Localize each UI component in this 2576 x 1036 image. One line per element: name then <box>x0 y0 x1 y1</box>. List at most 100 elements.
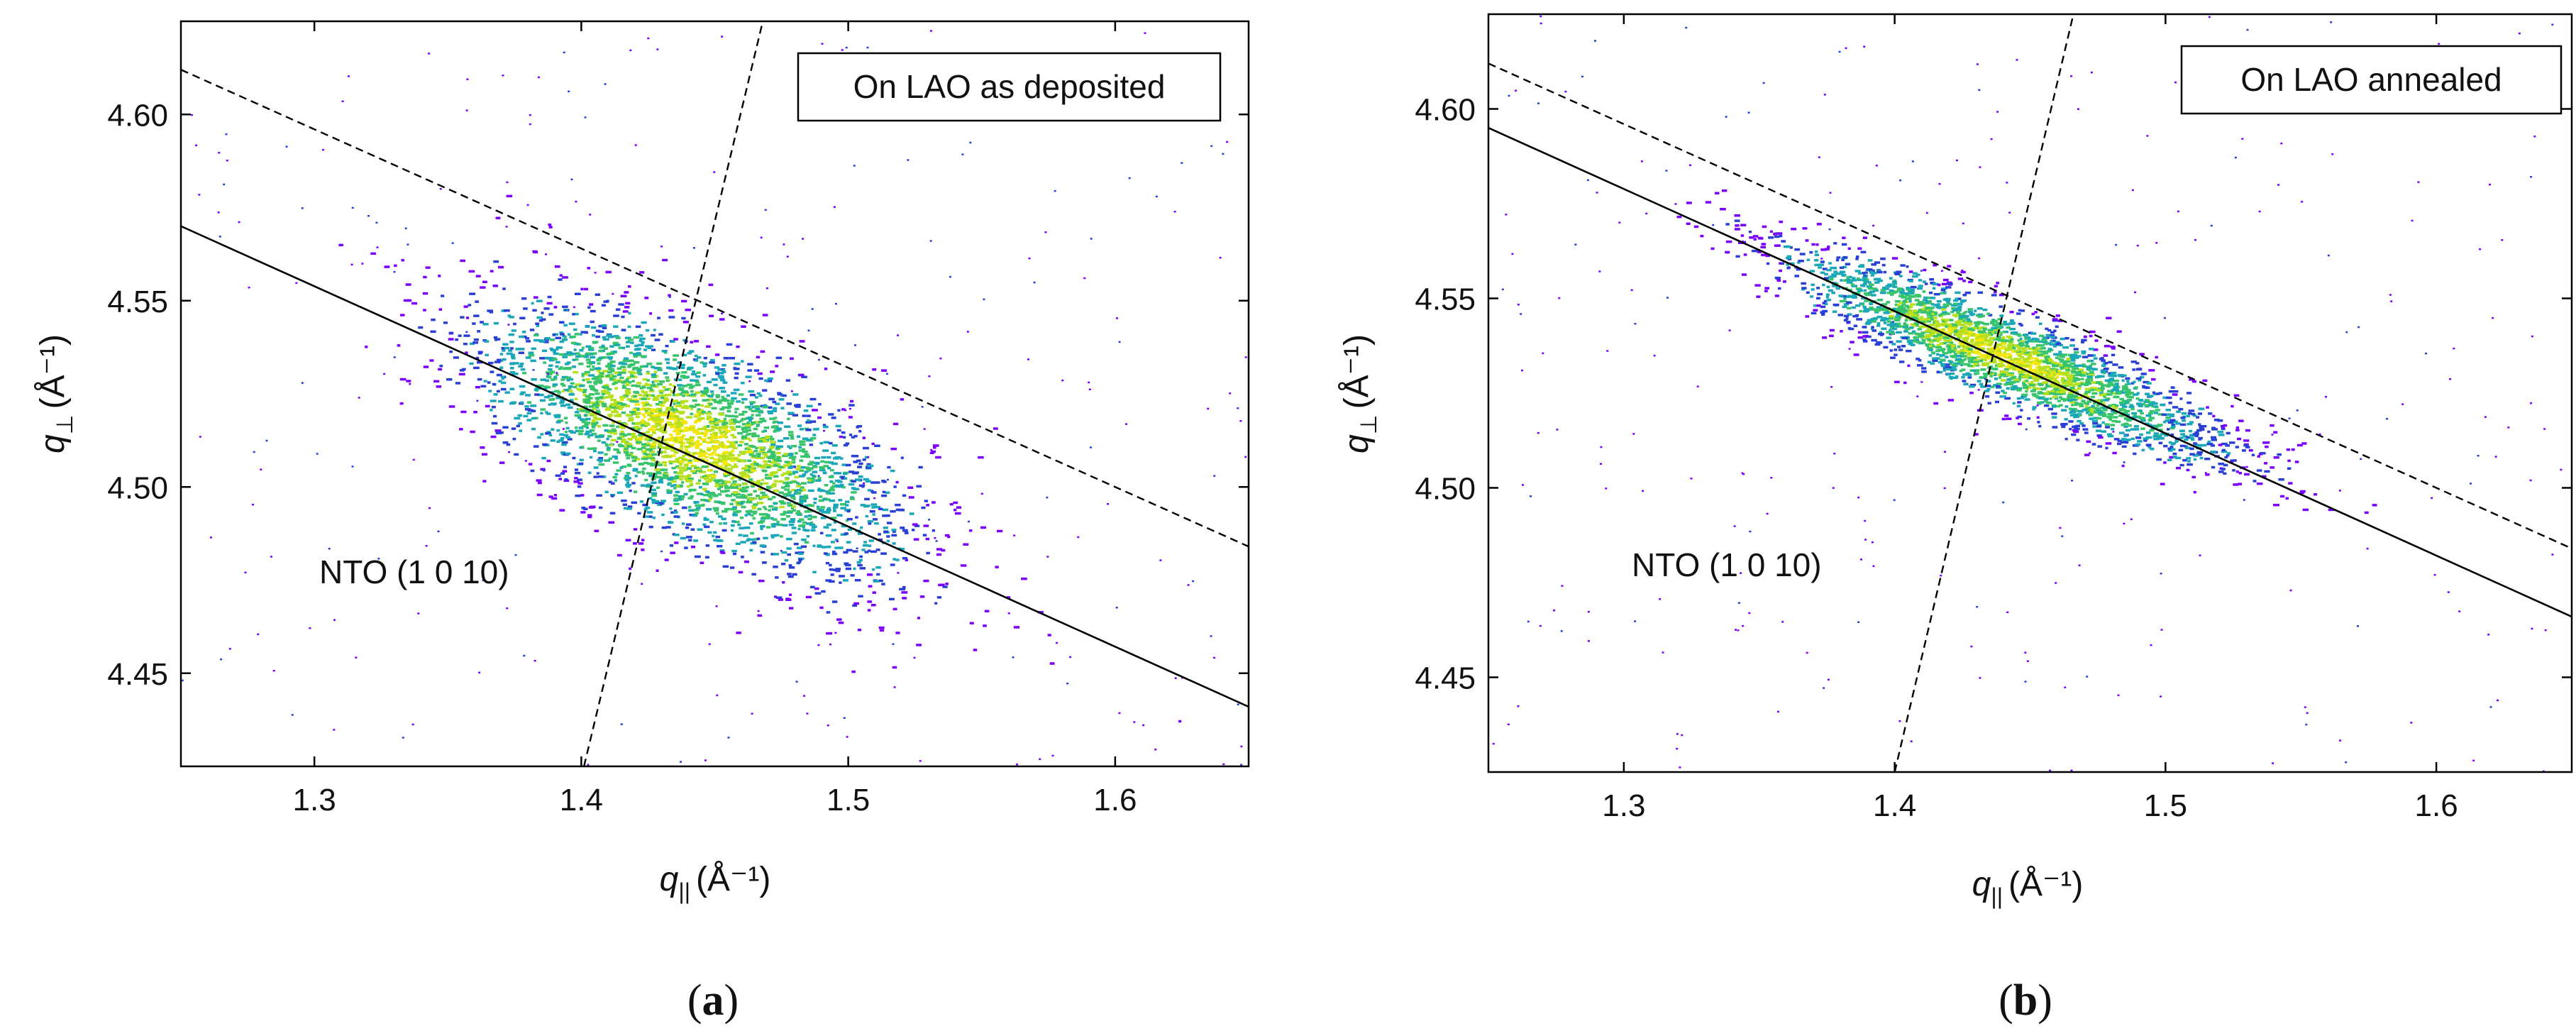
scatter-point <box>730 459 736 463</box>
scatter-point <box>643 452 646 456</box>
scatter-point <box>1842 255 1848 259</box>
scatter-point <box>630 341 634 344</box>
scatter-point <box>718 460 723 463</box>
scatter-point <box>1871 326 1874 329</box>
scatter-point <box>393 270 396 273</box>
scatter-point <box>2182 435 2188 438</box>
scatter-point <box>669 490 673 492</box>
scatter-point <box>678 437 685 441</box>
scatter-point <box>1776 279 1781 282</box>
scatter-point <box>2048 361 2055 365</box>
scatter-point <box>812 470 818 473</box>
scatter-point <box>665 443 670 446</box>
scatter-point <box>634 360 640 364</box>
scatter-point <box>785 597 790 600</box>
scatter-point <box>721 453 725 456</box>
scatter-point <box>798 558 802 561</box>
scatter-point <box>680 496 685 499</box>
scatter-point <box>629 49 632 52</box>
scatter-point <box>741 417 746 421</box>
scatter-point <box>566 361 571 364</box>
scatter-point <box>562 335 566 338</box>
peak-annotation: NTO (1 0 10) <box>319 553 509 590</box>
scatter-point <box>629 567 632 571</box>
scatter-point <box>1842 305 1847 309</box>
scatter-point <box>1857 336 1863 339</box>
scatter-point <box>568 387 572 390</box>
scatter-point <box>716 539 722 542</box>
scatter-point <box>1222 763 1225 766</box>
scatter-point <box>1210 635 1212 637</box>
scatter-point <box>2060 356 2065 358</box>
scatter-point <box>490 399 497 402</box>
scatter-point <box>2045 342 2052 345</box>
scatter-point <box>844 463 851 467</box>
scatter-point <box>650 464 654 467</box>
scatter-point <box>2032 407 2035 411</box>
scatter-point <box>477 352 482 355</box>
scatter-point <box>707 478 713 481</box>
scatter-point <box>2115 392 2122 395</box>
scatter-point <box>1125 423 1127 425</box>
scatter-point <box>899 548 905 551</box>
scatter-point <box>634 475 638 478</box>
scatter-point <box>829 492 835 495</box>
scatter-point <box>2150 401 2155 404</box>
scatter-point <box>1957 345 1961 348</box>
scatter-point <box>1968 334 1974 337</box>
scatter-point <box>590 401 595 404</box>
scatter-point <box>519 385 526 388</box>
scatter-point <box>983 624 987 627</box>
scatter-point <box>925 537 929 541</box>
scatter-point <box>846 541 851 544</box>
scatter-point <box>257 633 260 636</box>
scatter-point <box>575 358 579 361</box>
scatter-point <box>917 617 920 619</box>
scatter-point <box>667 387 671 390</box>
scatter-point <box>590 368 595 371</box>
scatter-point <box>675 372 680 375</box>
scatter-point <box>2091 443 2096 446</box>
scatter-point <box>758 446 764 449</box>
scatter-point <box>837 480 843 483</box>
scatter-point <box>722 381 728 384</box>
scatter-point <box>2028 340 2034 343</box>
scatter-point <box>506 181 509 184</box>
scatter-point <box>734 376 739 380</box>
scatter-point <box>616 425 620 429</box>
scatter-point <box>1884 287 1889 290</box>
scatter-point <box>2022 358 2028 360</box>
scatter-point <box>1876 322 1881 325</box>
scatter-point <box>624 474 629 478</box>
scatter-point <box>779 505 785 509</box>
scatter-point <box>1881 308 1886 312</box>
scatter-point <box>719 407 725 411</box>
scatter-point <box>848 416 853 419</box>
scatter-point <box>787 575 794 578</box>
scatter-point <box>585 410 590 414</box>
scatter-point <box>638 394 642 397</box>
scatter-point <box>993 427 998 430</box>
scatter-point <box>675 458 680 461</box>
scatter-point <box>496 358 502 362</box>
scatter-point <box>804 505 808 507</box>
scatter-point <box>768 412 773 414</box>
scatter-point <box>523 414 529 418</box>
scatter-point <box>695 446 700 449</box>
scatter-point <box>681 419 686 423</box>
scatter-point <box>777 468 782 472</box>
scatter-point <box>665 456 673 458</box>
scatter-point <box>830 573 834 576</box>
scatter-point <box>592 334 595 337</box>
scatter-point <box>1229 392 1232 395</box>
scatter-point <box>670 454 676 457</box>
scatter-point <box>1974 321 1981 324</box>
scatter-point <box>766 526 771 529</box>
scatter-point <box>1992 372 1997 375</box>
scatter-point <box>2101 421 2105 424</box>
scatter-point <box>570 431 577 434</box>
scatter-point <box>301 207 304 209</box>
scatter-point <box>676 365 681 369</box>
scatter-point <box>646 472 653 475</box>
scatter-point <box>775 596 783 599</box>
